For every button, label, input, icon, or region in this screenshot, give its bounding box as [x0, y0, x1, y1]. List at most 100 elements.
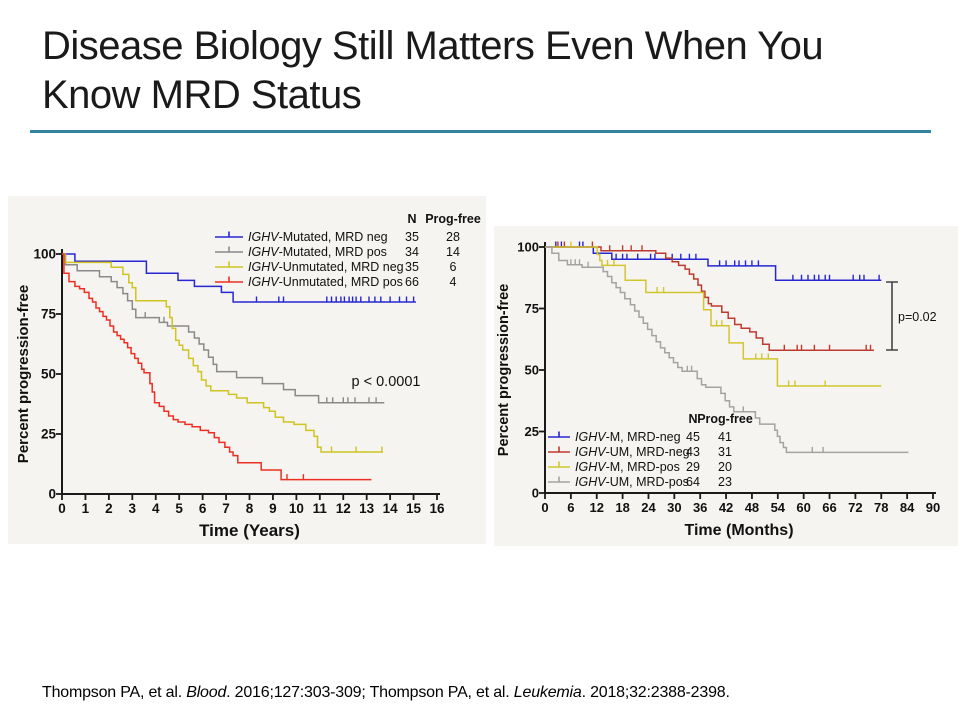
x-tick-label: 7 — [222, 501, 230, 516]
x-tick-label: 24 — [641, 500, 656, 515]
censor-ticks-ighv-um-mrd-neg — [557, 241, 872, 351]
legend-header-progfree: Prog-free — [425, 212, 481, 226]
legend-key-ighv-mutated-mrd-neg — [215, 231, 243, 238]
legend-key-ighv-unmutated-mrd-pos — [215, 276, 243, 283]
x-tick-label: 14 — [383, 501, 399, 516]
legend-n-value: 45 — [686, 430, 700, 444]
censor-ticks-ighv-unmutated-mrd-pos — [286, 474, 305, 481]
series-ighv-um-mrd-pos — [545, 246, 909, 454]
slide-title-line2: Know MRD Status — [42, 73, 362, 117]
slide-title: Disease Biology Still Matters Even When … — [42, 22, 932, 120]
legend-label: IGHV-Unmutated, MRD pos — [248, 275, 403, 289]
citation: Thompson PA, et al. Blood. 2016;127:303-… — [42, 684, 942, 702]
citation-part3: . 2018;32:2388-2398. — [581, 684, 730, 701]
km-chart-right-ighv-mrd-months: 0 6 12 18 24 30 36 42 48 54 60 66 72 78 84 90 0 25 50 75 100… — [494, 226, 958, 546]
y-tick-label: 25 — [41, 427, 57, 442]
x-tick-label: 18 — [615, 500, 629, 515]
p-value-bracket — [886, 281, 898, 351]
legend-progfree-value: 41 — [718, 430, 732, 444]
x-tick-label: 1 — [82, 501, 90, 516]
legend-progfree-value: 14 — [446, 245, 460, 259]
series-ighv-m-mrd-pos — [545, 246, 882, 387]
x-tick-label: 3 — [129, 501, 137, 516]
x-tick-label: 8 — [246, 501, 254, 516]
legend-n-value: 29 — [686, 460, 700, 474]
y-axis-title: Percent progression-free — [15, 285, 32, 463]
x-tick-label: 42 — [719, 500, 733, 515]
x-tick-label: 84 — [900, 500, 915, 515]
legend-label: IGHV-M, MRD-neg — [575, 430, 681, 444]
x-tick-label: 66 — [822, 500, 836, 515]
legend-key-ighv-um-mrd-neg — [548, 446, 570, 453]
y-tick-label: 75 — [525, 301, 539, 316]
legend-n-value: 43 — [686, 445, 700, 459]
series-ighv-um-mrd-neg — [545, 246, 874, 352]
legend-key-ighv-m-mrd-pos — [548, 461, 570, 468]
censor-ticks-ighv-mutated-mrd-pos — [144, 312, 377, 404]
legend-header-n: N — [688, 412, 697, 426]
x-tick-label: 0 — [541, 500, 548, 515]
y-tick-label: 50 — [525, 363, 539, 378]
legend-label: IGHV-UM, MRD-neg — [575, 445, 690, 459]
x-tick-label: 12 — [589, 500, 603, 515]
series-ighv-m-mrd-neg — [545, 246, 882, 281]
x-tick-label: 78 — [874, 500, 888, 515]
x-tick-label: 9 — [269, 501, 277, 516]
legend-n-value: 35 — [405, 260, 419, 274]
y-tick-label: 0 — [48, 487, 56, 502]
y-tick-label: 25 — [525, 424, 539, 439]
y-axis-title: Percent progression-free — [496, 284, 512, 456]
citation-part2: . 2016;127:303-309; Thompson PA, et al. — [226, 684, 514, 701]
legend-key-ighv-um-mrd-pos — [548, 476, 570, 483]
series-ighv-unmutated-mrd-neg — [62, 253, 384, 453]
x-tick-label: 6 — [199, 501, 207, 516]
legend-label: IGHV-Unmutated, MRD neg — [248, 260, 404, 274]
series-ighv-unmutated-mrd-pos — [62, 253, 372, 481]
title-divider-rule — [30, 130, 931, 133]
censor-ticks-ighv-um-mrd-pos — [570, 259, 824, 453]
x-tick-label: 72 — [848, 500, 862, 515]
x-tick-label: 90 — [926, 500, 940, 515]
p-value-annotation: p < 0.0001 — [352, 374, 421, 390]
x-tick-label: 6 — [567, 500, 574, 515]
legend-progfree-value: 20 — [718, 460, 732, 474]
x-tick-label: 13 — [359, 501, 375, 516]
legend-label: IGHV-UM, MRD-pos — [575, 475, 689, 489]
series-ighv-mutated-mrd-neg — [62, 253, 416, 303]
legend-label: IGHV-Mutated, MRD neg — [248, 230, 388, 244]
censor-ticks-ighv-unmutated-mrd-neg — [330, 446, 383, 453]
legend-right: N Prog-free IGHV-M, MRD-neg 45 41 IGHV-UM, MR… — [548, 412, 753, 489]
x-tick-label: 30 — [667, 500, 681, 515]
citation-journal-leukemia: Leukemia — [513, 684, 582, 701]
x-tick-label: 4 — [152, 501, 160, 516]
legend-left: N Prog-free IGHV-Mutated, MRD neg 35 28 IGHV-… — [215, 212, 481, 289]
slide-title-line1: Disease Biology Still Matters Even When … — [42, 24, 824, 68]
legend-label: IGHV-Mutated, MRD pos — [248, 245, 387, 259]
x-tick-label: 48 — [745, 500, 759, 515]
legend-header-progfree: Prog-free — [697, 412, 753, 426]
y-tick-label: 100 — [517, 240, 539, 255]
km-chart-left-ighv-mrd-years: 0 1 2 3 4 5 6 7 8 9 10 11 12 13 14 15 16 0 25 50 75 100 Time (… — [8, 196, 486, 544]
legend-progfree-value: 4 — [450, 275, 457, 289]
x-tick-label: 54 — [771, 500, 786, 515]
censor-ticks-ighv-mutated-mrd-neg — [255, 296, 415, 303]
y-tick-label: 100 — [33, 247, 56, 262]
x-tick-label: 12 — [336, 501, 351, 516]
citation-journal-blood: Blood — [186, 684, 227, 701]
x-axis-title: Time (Months) — [684, 522, 793, 539]
legend-key-ighv-unmutated-mrd-neg — [215, 261, 243, 268]
citation-part1: Thompson PA, et al. — [42, 684, 187, 701]
x-tick-label: 15 — [406, 501, 422, 516]
legend-header-n: N — [407, 212, 416, 226]
legend-n-value: 66 — [405, 275, 419, 289]
x-tick-label: 36 — [693, 500, 707, 515]
x-tick-label: 10 — [289, 501, 304, 516]
x-tick-label: 2 — [105, 501, 113, 516]
y-tick-label: 0 — [532, 486, 539, 501]
p-value-annotation: p=0.02 — [898, 310, 937, 324]
x-tick-label: 60 — [796, 500, 810, 515]
km-plot-right: 0 6 12 18 24 30 36 42 48 54 60 66 72 78 84 90 0 25 50 75 100… — [496, 240, 940, 540]
y-tick-label: 75 — [41, 307, 57, 322]
legend-n-value: 64 — [686, 475, 700, 489]
